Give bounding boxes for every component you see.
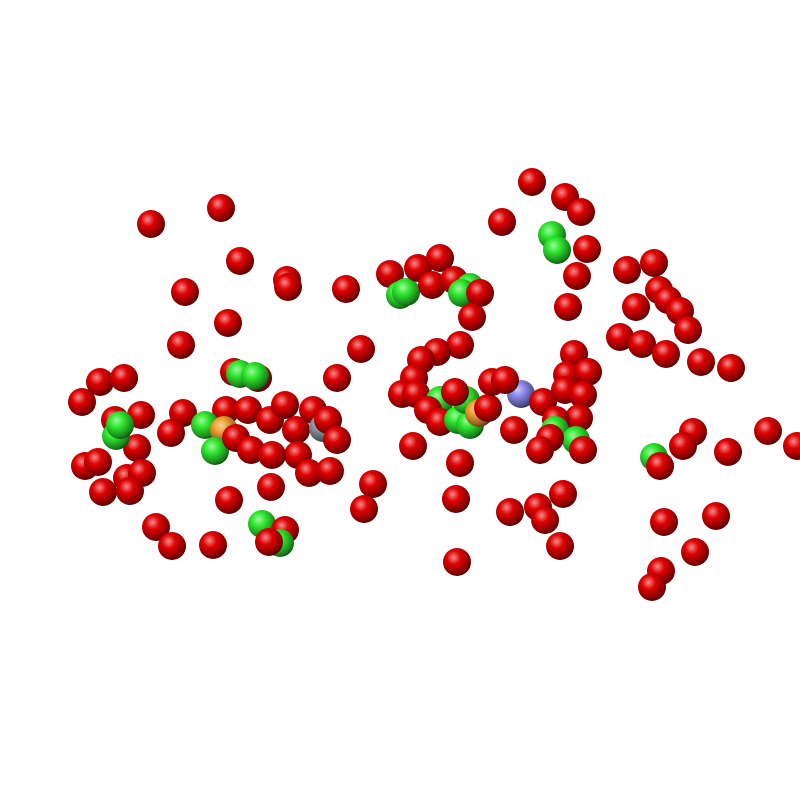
- oxygen-atom: [628, 330, 656, 358]
- oxygen-atom: [613, 256, 641, 284]
- oxygen-atom: [546, 532, 574, 560]
- oxygen-atom: [257, 473, 285, 501]
- oxygen-atom: [116, 477, 144, 505]
- oxygen-atom: [717, 354, 745, 382]
- oxygen-atom: [237, 436, 265, 464]
- oxygen-atom: [376, 260, 404, 288]
- oxygen-atom: [316, 457, 344, 485]
- oxygen-atom: [207, 194, 235, 222]
- oxygen-atom: [458, 303, 486, 331]
- oxygen-atom: [142, 513, 170, 541]
- oxygen-atom: [518, 168, 546, 196]
- oxygen-atom: [199, 531, 227, 559]
- oxygen-atom: [622, 293, 650, 321]
- oxygen-atom: [687, 348, 715, 376]
- oxygen-atom: [426, 244, 454, 272]
- oxygen-atom: [646, 452, 674, 480]
- oxygen-atom: [215, 486, 243, 514]
- oxygen-atom: [158, 532, 186, 560]
- oxygen-atom: [500, 416, 528, 444]
- oxygen-atom: [84, 448, 112, 476]
- oxygen-atom: [332, 275, 360, 303]
- oxygen-atom: [274, 273, 302, 301]
- oxygen-atom: [569, 436, 597, 464]
- carbon-atom: [543, 236, 571, 264]
- oxygen-atom: [496, 498, 524, 526]
- oxygen-atom: [123, 434, 151, 462]
- atom-layer: [68, 168, 800, 601]
- oxygen-atom: [234, 396, 262, 424]
- oxygen-atom: [574, 358, 602, 386]
- oxygen-atom: [606, 323, 634, 351]
- oxygen-atom: [110, 364, 138, 392]
- carbon-atom: [106, 411, 134, 439]
- oxygen-atom: [714, 438, 742, 466]
- oxygen-atom: [652, 340, 680, 368]
- oxygen-atom: [565, 404, 593, 432]
- oxygen-atom: [347, 335, 375, 363]
- oxygen-atom: [226, 247, 254, 275]
- oxygen-atom: [350, 495, 378, 523]
- oxygen-atom: [89, 478, 117, 506]
- oxygen-atom: [86, 368, 114, 396]
- oxygen-atom: [323, 364, 351, 392]
- oxygen-atom: [323, 426, 351, 454]
- oxygen-atom: [443, 548, 471, 576]
- oxygen-atom: [681, 538, 709, 566]
- oxygen-atom: [569, 381, 597, 409]
- oxygen-atom: [282, 416, 310, 444]
- oxygen-atom: [446, 449, 474, 477]
- oxygen-atom: [563, 262, 591, 290]
- oxygen-atom: [567, 198, 595, 226]
- oxygen-atom: [258, 441, 286, 469]
- oxygen-atom: [418, 271, 446, 299]
- oxygen-atom: [526, 436, 554, 464]
- oxygen-atom: [674, 316, 702, 344]
- oxygen-atom: [167, 331, 195, 359]
- oxygen-atom: [171, 278, 199, 306]
- oxygen-atom: [255, 528, 283, 556]
- oxygen-atom: [295, 459, 323, 487]
- oxygen-atom: [399, 432, 427, 460]
- oxygen-atom: [491, 366, 519, 394]
- oxygen-atom: [214, 309, 242, 337]
- oxygen-atom: [271, 391, 299, 419]
- oxygen-atom: [554, 293, 582, 321]
- oxygen-atom: [754, 417, 782, 445]
- oxygen-atom: [137, 210, 165, 238]
- oxygen-atom: [359, 470, 387, 498]
- oxygen-atom: [638, 573, 666, 601]
- oxygen-atom: [650, 508, 678, 536]
- oxygen-atom: [531, 506, 559, 534]
- carbon-atom: [392, 278, 420, 306]
- oxygen-atom: [783, 432, 800, 460]
- oxygen-atom: [442, 485, 470, 513]
- oxygen-atom: [640, 249, 668, 277]
- oxygen-atom: [441, 378, 469, 406]
- oxygen-atom: [127, 401, 155, 429]
- oxygen-atom: [573, 235, 601, 263]
- oxygen-atom: [68, 388, 96, 416]
- oxygen-atom: [549, 480, 577, 508]
- oxygen-atom: [669, 432, 697, 460]
- oxygen-atom: [466, 279, 494, 307]
- oxygen-atom: [702, 502, 730, 530]
- oxygen-atom: [446, 331, 474, 359]
- carbon-atom: [201, 437, 229, 465]
- oxygen-atom: [488, 208, 516, 236]
- oxygen-atom: [474, 394, 502, 422]
- oxygen-atom: [157, 419, 185, 447]
- carbon-atom: [241, 362, 269, 390]
